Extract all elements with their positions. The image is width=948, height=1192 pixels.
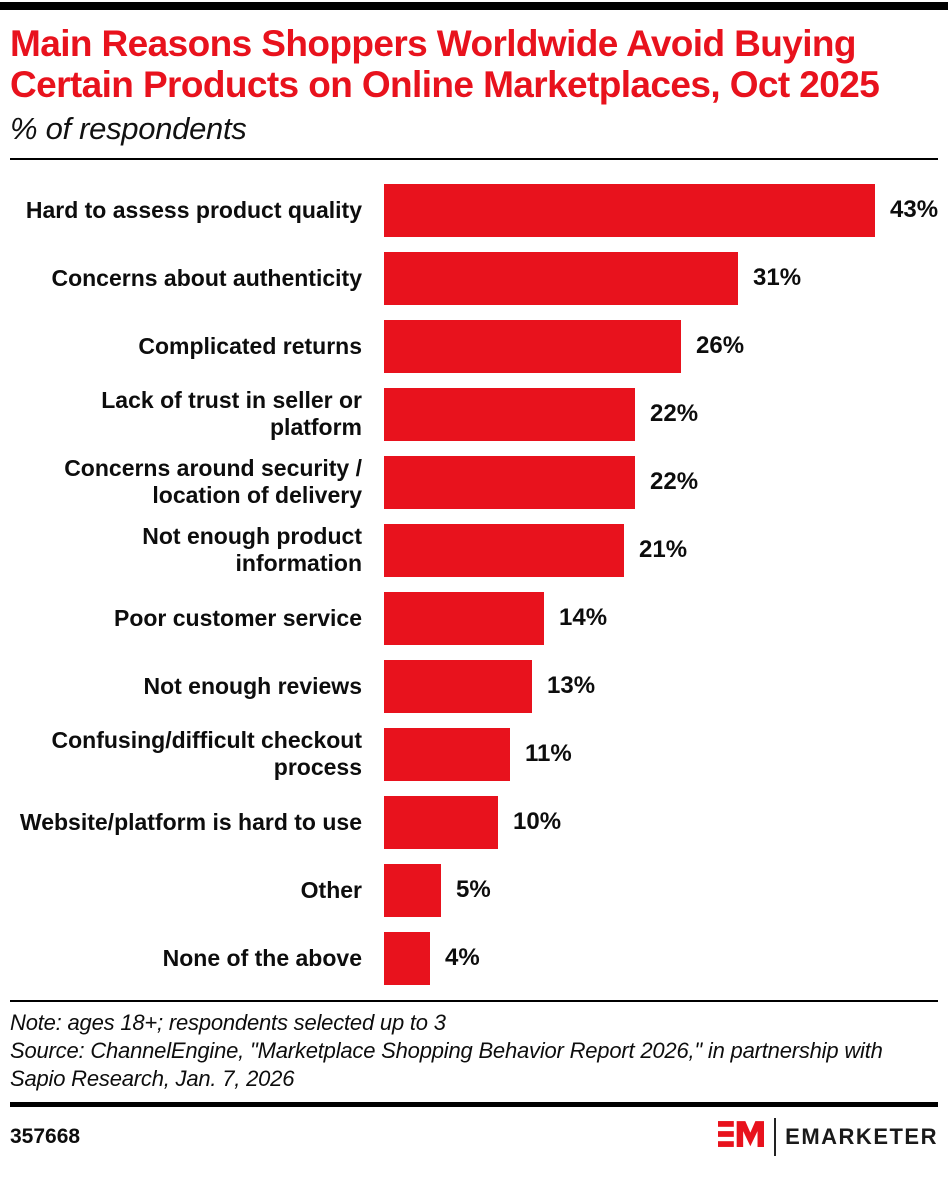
chart-page: Main Reasons Shoppers Worldwide Avoid Bu… [0, 23, 948, 1157]
value-label: 21% [639, 536, 688, 564]
bar-area: 10% [374, 788, 938, 856]
header-divider [10, 158, 938, 161]
chart-row: Concerns about authenticity 31% [10, 244, 938, 312]
chart-row: Other 5% [10, 856, 938, 924]
value-label: 5% [456, 876, 491, 904]
category-label: Concerns around security / location of d… [64, 455, 362, 509]
emarketer-wordmark: EMARKETER [785, 1123, 938, 1149]
value-label: 14% [559, 604, 608, 632]
chart-row: Not enough product information 21% [10, 516, 938, 584]
bar [384, 931, 430, 985]
bar-area: 5% [374, 856, 938, 924]
bar [384, 863, 441, 917]
bar [384, 251, 738, 305]
value-label: 31% [753, 264, 802, 292]
category-label: Poor customer service [113, 604, 362, 631]
value-label: 11% [525, 740, 572, 768]
chart-row: Not enough reviews 13% [10, 652, 938, 720]
bar-chart: Hard to assess product quality 43% Conce… [10, 176, 938, 992]
bar [384, 795, 498, 849]
footnotes: Note: ages 18+; respondents selected up … [10, 1009, 938, 1093]
bar [384, 523, 624, 577]
value-label: 4% [445, 944, 480, 972]
em-monogram-icon [718, 1116, 765, 1157]
category-label: Not enough reviews [143, 672, 362, 699]
bar [384, 183, 875, 237]
value-label: 22% [650, 400, 699, 428]
chart-row: Lack of trust in seller or platform 22% [10, 380, 938, 448]
category-label: Confusing/difficult checkout process [51, 727, 363, 781]
bar [384, 591, 544, 645]
bar-area: 22% [374, 380, 938, 448]
chart-row: Poor customer service 14% [10, 584, 938, 652]
category-label: Other [300, 876, 362, 903]
value-label: 22% [650, 468, 699, 496]
logo-divider [774, 1117, 777, 1156]
category-label: None of the above [162, 944, 362, 971]
chart-row: Website/platform is hard to use 10% [10, 788, 938, 856]
notes-divider [10, 1000, 938, 1003]
bar-area: 21% [374, 516, 938, 584]
bar-area: 22% [374, 448, 938, 516]
value-label: 10% [513, 808, 562, 836]
chart-row: Hard to assess product quality 43% [10, 176, 938, 244]
chart-row: Complicated returns 26% [10, 312, 938, 380]
chart-subtitle: % of respondents [10, 111, 247, 147]
category-label: Hard to assess product quality [25, 196, 362, 223]
chart-row: Concerns around security / location of d… [10, 448, 938, 516]
bar [384, 455, 635, 509]
bar-area: 26% [374, 312, 938, 380]
value-label: 43% [890, 196, 939, 224]
chart-title: Main Reasons Shoppers Worldwide Avoid Bu… [10, 23, 880, 105]
bar-area: 43% [374, 176, 938, 244]
bar-area: 13% [374, 652, 938, 720]
value-label: 26% [696, 332, 745, 360]
category-label: Not enough product information [142, 523, 362, 577]
bar-area: 11% [374, 720, 938, 788]
bar-area: 4% [374, 924, 938, 992]
category-label: Lack of trust in seller or platform [101, 387, 362, 441]
source-text: Source: ChannelEngine, "Marketplace Shop… [10, 1038, 883, 1092]
chart-row: Confusing/difficult checkout process 11% [10, 720, 938, 788]
note-text: Note: ages 18+; respondents selected up … [10, 1010, 446, 1036]
chart-id: 357668 [10, 1124, 81, 1148]
category-label: Complicated returns [138, 332, 362, 359]
footer-divider [10, 1102, 938, 1108]
bar [384, 319, 681, 373]
emarketer-logo: EMARKETER [718, 1116, 938, 1157]
bar [384, 659, 532, 713]
category-label: Website/platform is hard to use [19, 808, 362, 835]
value-label: 13% [547, 672, 596, 700]
bar [384, 387, 635, 441]
bar [384, 727, 510, 781]
category-label: Concerns about authenticity [51, 264, 362, 291]
chart-row: None of the above 4% [10, 924, 938, 992]
footer: 357668 EMARKETER [10, 1116, 938, 1157]
top-black-bar [0, 2, 948, 10]
bar-area: 31% [374, 244, 938, 312]
bar-area: 14% [374, 584, 938, 652]
